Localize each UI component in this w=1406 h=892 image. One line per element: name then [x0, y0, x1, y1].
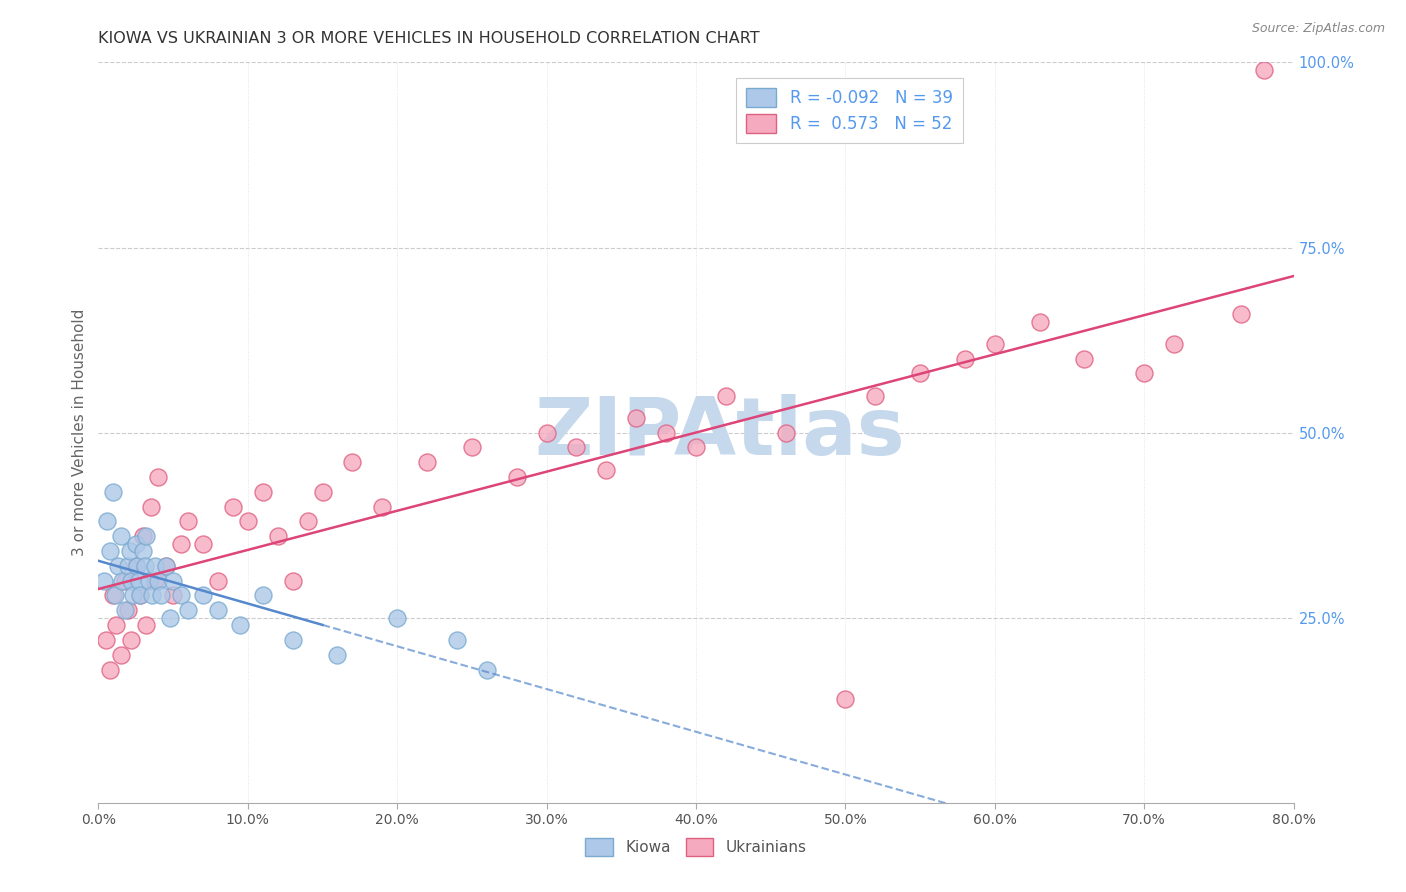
Point [128, 574, 150, 588]
Point [155, 558, 177, 573]
Point [385, 610, 409, 624]
Point [207, 603, 229, 617]
Point [326, 648, 349, 662]
Point [207, 574, 229, 588]
Point [342, 455, 364, 469]
Point [162, 574, 184, 588]
Point [110, 529, 132, 543]
Point [120, 632, 142, 647]
Point [105, 618, 128, 632]
Point [177, 515, 200, 529]
Point [117, 558, 139, 573]
Point [267, 529, 290, 543]
Point [685, 441, 707, 455]
Point [461, 441, 484, 455]
Point [1163, 336, 1185, 351]
Point [655, 425, 678, 440]
Legend: Kiowa, Ukrainians: Kiowa, Ukrainians [579, 832, 813, 862]
Point [114, 574, 136, 588]
Point [252, 589, 274, 603]
Point [139, 500, 162, 514]
Point [132, 529, 155, 543]
Point [94, 632, 117, 647]
Point [138, 574, 160, 588]
Point [114, 603, 136, 617]
Point [229, 618, 252, 632]
Point [281, 632, 304, 647]
Point [125, 536, 148, 550]
Point [565, 441, 588, 455]
Y-axis label: 3 or more Vehicles in Household: 3 or more Vehicles in Household [72, 309, 87, 557]
Point [236, 515, 259, 529]
Point [110, 648, 132, 662]
Point [506, 470, 529, 484]
Point [98, 544, 122, 558]
Point [191, 589, 214, 603]
Point [148, 470, 170, 484]
Point [135, 618, 157, 632]
Point [135, 529, 157, 543]
Point [143, 574, 166, 588]
Point [626, 410, 648, 425]
Point [150, 589, 173, 603]
Point [222, 500, 245, 514]
Point [169, 589, 191, 603]
Point [775, 425, 797, 440]
Point [714, 388, 737, 402]
Text: KIOWA VS UKRAINIAN 3 OR MORE VEHICLES IN HOUSEHOLD CORRELATION CHART: KIOWA VS UKRAINIAN 3 OR MORE VEHICLES IN… [98, 31, 761, 46]
Point [134, 558, 156, 573]
Point [1028, 314, 1050, 328]
Point [475, 663, 498, 677]
Point [1253, 62, 1275, 77]
Point [103, 484, 125, 499]
Point [159, 610, 181, 624]
Point [177, 603, 200, 617]
Point [1230, 307, 1253, 321]
Point [371, 500, 394, 514]
Point [143, 558, 166, 573]
Point [118, 544, 141, 558]
Point [984, 336, 1007, 351]
Point [162, 589, 184, 603]
Point [117, 603, 139, 617]
Point [129, 589, 152, 603]
Point [1073, 351, 1095, 366]
Point [93, 574, 115, 588]
Point [121, 589, 143, 603]
Point [141, 589, 163, 603]
Point [155, 558, 177, 573]
Point [125, 558, 148, 573]
Point [1133, 367, 1156, 381]
Point [297, 515, 319, 529]
Point [107, 558, 129, 573]
Point [169, 536, 191, 550]
Text: ZIPAtlas: ZIPAtlas [534, 393, 905, 472]
Point [120, 574, 142, 588]
Point [127, 558, 149, 573]
Point [536, 425, 558, 440]
Point [416, 455, 439, 469]
Point [834, 692, 856, 706]
Point [595, 462, 617, 476]
Point [865, 388, 887, 402]
Point [281, 574, 304, 588]
Point [908, 367, 931, 381]
Point [111, 574, 134, 588]
Point [191, 536, 214, 550]
Point [129, 589, 152, 603]
Point [953, 351, 976, 366]
Point [311, 484, 333, 499]
Point [446, 632, 468, 647]
Point [148, 574, 170, 588]
Point [132, 544, 155, 558]
Point [98, 663, 122, 677]
Point [96, 515, 118, 529]
Point [104, 589, 127, 603]
Point [103, 589, 125, 603]
Point [252, 484, 274, 499]
Text: Source: ZipAtlas.com: Source: ZipAtlas.com [1251, 22, 1385, 36]
